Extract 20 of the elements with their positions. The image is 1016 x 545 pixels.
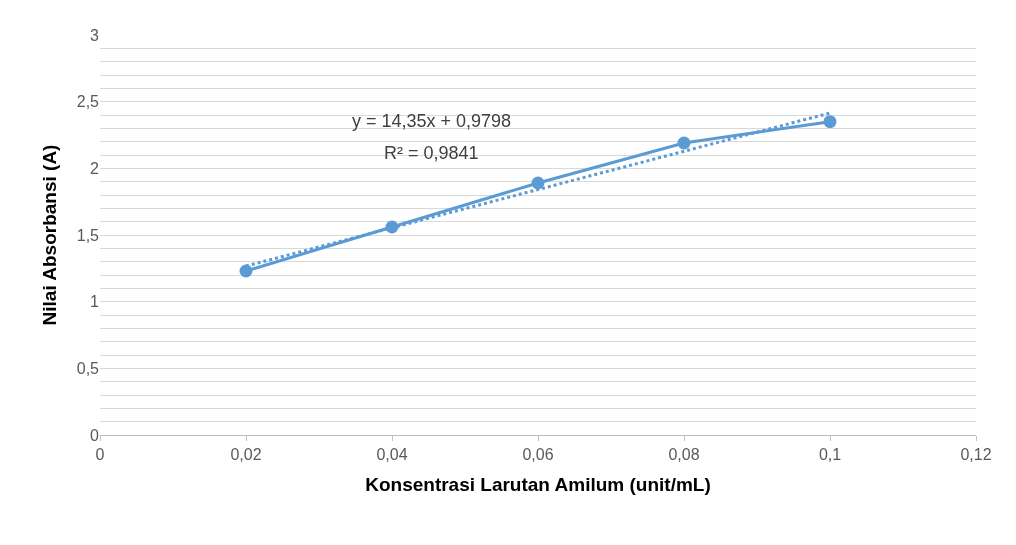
x-tick-label: 0,02: [230, 446, 262, 464]
y-tick-label: 2,5: [76, 93, 100, 111]
point: [823, 115, 837, 129]
y-tick-label: 1: [90, 293, 100, 311]
y-tick-label: 0,5: [76, 359, 100, 377]
x-tick-label: 0,1: [818, 446, 842, 464]
y-axis-title: Nilai Absorbansi (A): [38, 144, 60, 326]
x-tick-label: 0,04: [376, 446, 408, 464]
point: [677, 136, 691, 150]
y-tick-label: 1,5: [76, 226, 100, 244]
y-tick-label: 0: [90, 426, 100, 444]
point: [531, 176, 545, 190]
x-tick-label: 0,08: [668, 446, 700, 464]
x-axis-title: Konsentrasi Larutan Amilum (unit/mL): [365, 474, 711, 495]
x-tick-label: 0,06: [522, 446, 554, 464]
annotation: y = 14,35x + 0,9798: [352, 111, 512, 131]
y-tick-label: 3: [90, 26, 100, 44]
y-tick-label: 2: [90, 159, 100, 177]
annotation: R² = 0,9841: [384, 143, 479, 163]
x-tick-label: 0,12: [960, 446, 992, 464]
